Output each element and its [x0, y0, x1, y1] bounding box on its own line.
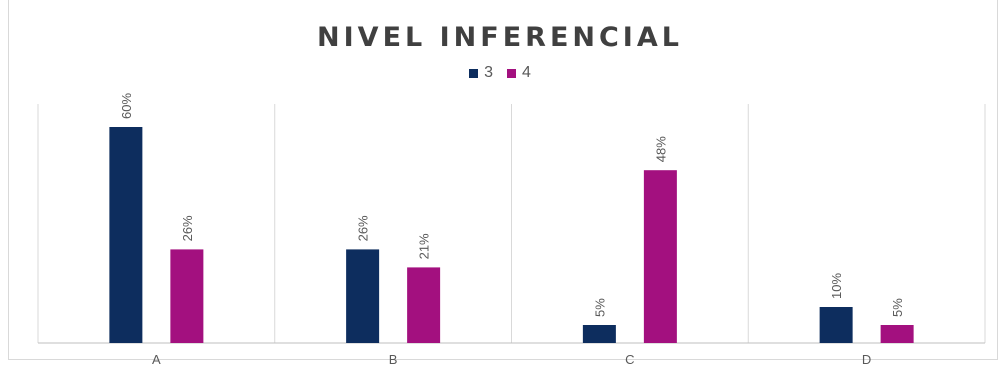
legend-label-series-2: 4 [522, 64, 531, 81]
data-label-C-series-3: 5% [592, 298, 607, 317]
bar-D-series-3 [819, 307, 853, 343]
chart-frame [8, 0, 998, 360]
chart-title: NIVEL INFERENCIAL [317, 22, 683, 53]
data-label-D-series-3: 10% [829, 273, 844, 299]
data-label-B-series-4: 21% [417, 233, 432, 259]
bar-B-series-3 [346, 249, 380, 343]
bar-A-series-3 [109, 127, 143, 343]
bar-D-series-4 [880, 325, 914, 343]
data-label-D-series-4: 5% [890, 298, 905, 317]
legend: 3 4 [0, 64, 1000, 82]
legend-swatch-series-1 [469, 68, 479, 78]
legend-swatch-series-2 [507, 68, 516, 78]
x-tick-label-A: A [152, 352, 161, 367]
bar-B-series-4 [407, 267, 441, 343]
legend-item-series-2: 4 [507, 64, 531, 82]
data-label-B-series-3: 26% [356, 215, 371, 241]
data-label-A-series-3: 60% [119, 93, 134, 119]
legend-label-series-1: 3 [484, 64, 493, 81]
x-tick-label-D: D [862, 352, 871, 367]
bar-A-series-4 [170, 249, 204, 343]
data-label-A-series-4: 26% [180, 215, 195, 241]
legend-item-series-1: 3 [469, 64, 493, 82]
x-tick-label-C: C [625, 352, 634, 367]
bar-C-series-3 [582, 325, 616, 343]
data-label-C-series-4: 48% [653, 136, 668, 162]
x-tick-label-B: B [389, 352, 398, 367]
bar-C-series-4 [643, 170, 677, 343]
